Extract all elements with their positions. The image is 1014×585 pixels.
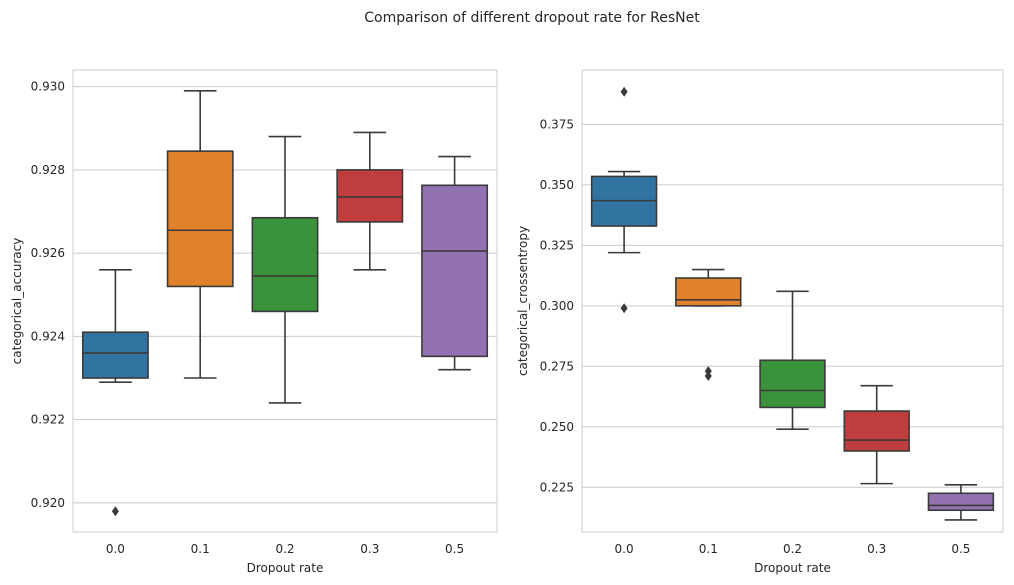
outlier-point xyxy=(620,86,628,97)
box-0.0 xyxy=(590,86,658,314)
box-body xyxy=(843,410,910,452)
y-tick-label: 0.930 xyxy=(31,80,65,94)
box-body xyxy=(166,150,234,288)
y-tick-label: 0.300 xyxy=(540,299,574,313)
box-0.3 xyxy=(843,384,910,485)
box-body xyxy=(927,492,995,512)
y-axis-label: categorical_accuracy xyxy=(10,238,24,365)
x-tick-label: 0.5 xyxy=(951,542,970,556)
box-0.5 xyxy=(421,155,489,371)
box-body xyxy=(421,184,489,358)
y-tick-label: 0.920 xyxy=(31,496,65,510)
box-body xyxy=(675,277,742,307)
box-0.1 xyxy=(675,268,742,381)
box-0.5 xyxy=(927,484,995,521)
x-tick-label: 0.1 xyxy=(699,542,718,556)
y-tick-label: 0.922 xyxy=(31,413,65,427)
box-body xyxy=(759,359,826,409)
box-body xyxy=(81,331,149,379)
y-tick-label: 0.225 xyxy=(540,480,574,494)
x-tick-label: 0.1 xyxy=(191,542,210,556)
y-tick-label: 0.350 xyxy=(540,178,574,192)
box-0.0 xyxy=(81,268,149,517)
outlier-point xyxy=(620,303,628,314)
box-0.2 xyxy=(759,290,826,430)
y-tick-label: 0.926 xyxy=(31,246,65,260)
y-tick-label: 0.924 xyxy=(31,329,65,343)
y-axis-label: categorical_crossentropy xyxy=(516,226,530,376)
crossentropy-chart: 0.225 0.250 0.275 0.300 0.325 0.350 0.375 0.0 0.… xyxy=(516,69,1004,575)
y-tick-label: 0.250 xyxy=(540,420,574,434)
x-axis-label: Dropout rate xyxy=(247,561,324,575)
outlier-point xyxy=(111,506,119,517)
y-tick-label: 0.275 xyxy=(540,359,574,373)
box-0.1 xyxy=(166,90,234,379)
x-tick-label: 0.3 xyxy=(867,542,886,556)
plot-frame xyxy=(581,69,1004,533)
figure-title: Comparison of different dropout rate for… xyxy=(364,10,700,26)
box-0.2 xyxy=(251,135,319,404)
x-tick-label: 0.2 xyxy=(783,542,802,556)
box-body xyxy=(251,216,319,313)
box-0.3 xyxy=(336,131,404,271)
accuracy-chart: 0.920 0.922 0.924 0.926 0.928 0.930 0.0 0.1 0.2 0… xyxy=(10,69,498,575)
x-tick-label: 0.2 xyxy=(275,542,294,556)
plot-frame xyxy=(72,69,498,533)
x-tick-label: 0.3 xyxy=(360,542,379,556)
x-axis-label: Dropout rate xyxy=(754,561,831,575)
y-tick-label: 0.325 xyxy=(540,238,574,252)
x-tick-label: 0.5 xyxy=(445,542,464,556)
outlier-point xyxy=(704,366,712,377)
x-tick-label: 0.0 xyxy=(615,542,634,556)
x-tick-label: 0.0 xyxy=(106,542,125,556)
box-body xyxy=(336,169,404,223)
y-tick-label: 0.928 xyxy=(31,163,65,177)
y-tick-label: 0.375 xyxy=(540,117,574,131)
